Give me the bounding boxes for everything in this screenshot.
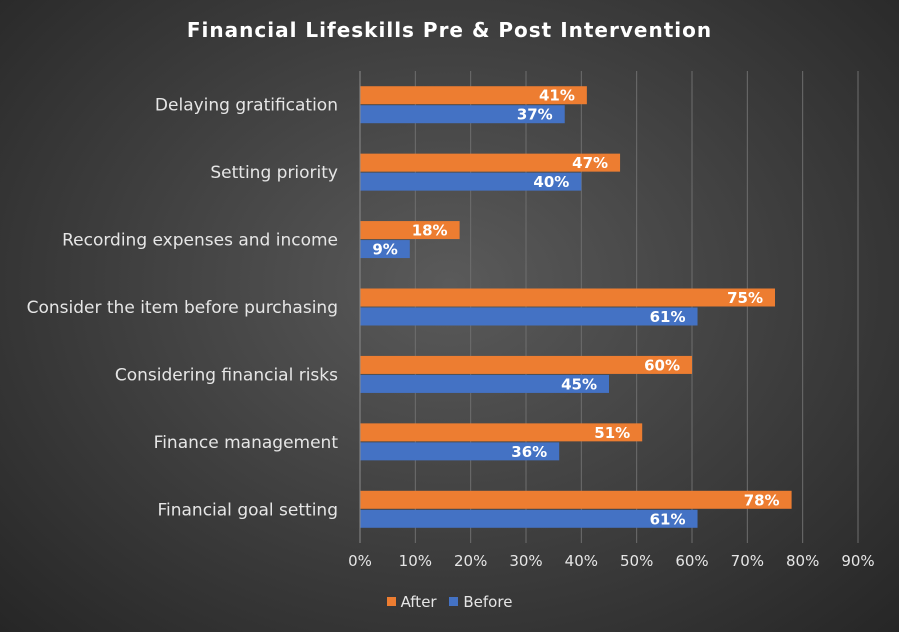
data-label: 41% [539,87,575,105]
bar-after [360,355,692,374]
category-label: Financial goal setting [157,500,338,520]
legend: After Before [0,592,899,611]
data-label: 47% [572,154,608,172]
legend-item-before: Before [449,593,512,611]
x-tick-label: 10% [399,552,432,570]
chart-title: Financial Lifeskills Pre & Post Interven… [186,18,713,42]
legend-label-after: After [400,592,437,611]
data-label: 9% [372,241,397,259]
data-label: 18% [412,222,448,240]
bar-before [360,374,609,393]
data-label: 40% [533,173,569,191]
bar-after [360,490,792,509]
x-tick-label: 40% [565,552,598,570]
bar-after [360,86,587,105]
bar-before [360,307,698,326]
bar-after [360,423,643,442]
x-tick-label: 70% [731,552,764,570]
legend-item-after: After [386,592,437,611]
x-tick-label: 20% [454,552,487,570]
data-label: 61% [650,308,686,326]
x-tick-label: 90% [841,552,874,570]
x-tick-label: 30% [509,552,542,570]
bar-before [360,240,410,259]
data-label: 61% [650,510,686,528]
data-label: 45% [561,375,597,393]
data-label: 60% [644,356,680,374]
bar-before [360,172,582,191]
legend-label-before: Before [463,592,513,611]
legend-swatch-after [386,597,396,606]
data-label: 36% [511,443,547,461]
bar-after [360,288,775,307]
bar-after [360,153,621,172]
legend-swatch-before [449,597,459,606]
category-label: Delaying gratification [155,96,338,116]
x-tick-label: 80% [786,552,819,570]
bar-before [360,509,698,528]
x-tick-label: 0% [348,552,372,570]
category-label: Consider the item before purchasing [27,298,338,318]
x-tick-label: 50% [620,552,653,570]
data-label: 75% [727,289,763,307]
data-label: 78% [744,491,780,509]
category-label: Recording expenses and income [62,231,338,251]
category-label: Setting priority [210,163,338,183]
category-label: Considering financial risks [115,365,338,385]
bar-before [360,442,560,461]
bar-before [360,105,565,124]
data-label: 51% [594,424,630,442]
data-label: 37% [517,106,553,124]
bar-after [360,221,460,240]
category-label: Finance management [154,433,339,453]
x-tick-label: 60% [675,552,708,570]
